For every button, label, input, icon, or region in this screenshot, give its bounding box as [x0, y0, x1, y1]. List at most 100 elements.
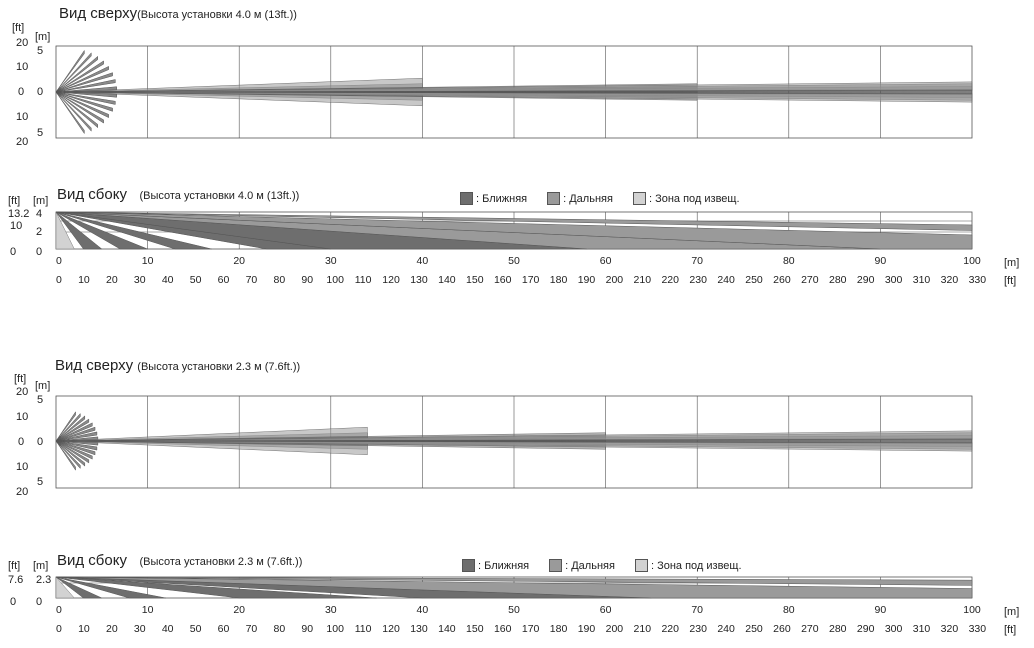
x-tick-ft: 220: [661, 274, 679, 286]
x-tick-ft: 330: [968, 274, 987, 286]
x-tick-ft: 60: [217, 274, 230, 286]
x-tick-m: 70: [691, 604, 704, 616]
x-tick-ft: 10: [78, 274, 90, 286]
top1-ft-20-top: 20: [16, 37, 29, 49]
x-tick-ft: 210: [633, 274, 652, 286]
near-beam: [55, 49, 85, 93]
side1-ft-0: 0: [10, 246, 17, 258]
near-beam: [55, 440, 81, 470]
side2-ft-7-6: 7.6: [8, 574, 24, 586]
x-tick-ft: 30: [133, 623, 146, 635]
near-beam: [55, 412, 81, 442]
top2-ft-0: 0: [18, 436, 25, 448]
x-tick-ft: 40: [161, 274, 174, 286]
far-zone: [55, 576, 973, 586]
x-tick-ft: 150: [466, 623, 484, 635]
top1-ft-10-bottom: 10: [16, 111, 29, 123]
x-tick-ft: 50: [189, 623, 202, 635]
near-zone: [55, 576, 166, 599]
side2-unit-ft: [ft]: [8, 560, 21, 572]
near-beam: [55, 91, 116, 105]
x-tick-ft: 260: [773, 623, 791, 635]
x-tick-ft: 290: [856, 274, 875, 286]
near-beam: [55, 440, 86, 467]
x-tick-ft: 230: [689, 623, 707, 635]
x-tick-ft: 170: [521, 274, 540, 286]
x-tick-ft: 80: [273, 274, 286, 286]
x-tick-ft: 50: [189, 274, 202, 286]
x-tick-ft: 180: [549, 623, 568, 635]
near-beam: [55, 60, 104, 93]
top1-m-5-top: 5: [37, 45, 44, 57]
top2-ft-20-top: 20: [16, 386, 29, 398]
x-tick-ft: 100: [326, 623, 344, 635]
x-tick-ft: 140: [438, 274, 456, 286]
near-beam: [55, 91, 113, 112]
x-tick-ft: 90: [301, 623, 314, 635]
x-tick-m: 90: [874, 604, 887, 616]
x-tick-ft: 170: [521, 623, 540, 635]
x-tick-ft: 210: [633, 623, 652, 635]
x-tick-ft: 0: [56, 623, 62, 635]
under-zone: [55, 576, 75, 599]
x-tick-m: 0: [56, 255, 62, 267]
x-tick-ft: 320: [940, 274, 959, 286]
near-beam: [55, 440, 96, 456]
top1-ft-20-bottom: 20: [16, 136, 29, 148]
side1-m-2: 2: [36, 226, 43, 238]
side2-m-2-3: 2.3: [36, 574, 52, 586]
near-zone: [55, 211, 103, 250]
far-swatch: [549, 559, 563, 572]
x-tick-m: 40: [416, 255, 429, 267]
side2-ft-0: 0: [10, 596, 17, 608]
x-tick-ft: 130: [410, 623, 428, 635]
top1-m-0: 0: [37, 86, 44, 98]
x-tick-m: 100: [963, 604, 981, 616]
near-beam: [55, 440, 93, 460]
x-tick-ft: 180: [549, 274, 568, 286]
far-zone: [55, 211, 973, 250]
near-beam: [55, 440, 76, 471]
x-tick-ft: 270: [801, 623, 819, 635]
top2-m-5-top: 5: [37, 394, 44, 406]
near-beam: [55, 422, 93, 442]
x-tick-ft: 280: [828, 623, 847, 635]
x-tick-ft: 240: [717, 623, 735, 635]
x-tick-ft: 250: [745, 623, 763, 635]
near-zone: [55, 211, 148, 250]
top1-m-10-top: 10: [16, 61, 29, 73]
x-tick-m: 30: [324, 604, 337, 616]
x-tick-ft: 90: [301, 274, 314, 286]
x-tick-m: 20: [233, 255, 246, 267]
near-beam: [55, 79, 116, 93]
x-unit-ft: [ft]: [1004, 624, 1017, 636]
x-tick-m: 30: [324, 255, 337, 267]
near-zone: [55, 576, 102, 599]
x-tick-ft: 310: [912, 274, 931, 286]
x-tick-ft: 40: [161, 623, 174, 635]
far-zone: [55, 576, 973, 599]
x-tick-ft: 120: [382, 623, 400, 635]
top2-m-10-top: 10: [16, 411, 29, 423]
near-beam: [55, 411, 76, 442]
x-tick-ft: 300: [884, 623, 903, 635]
x-tick-ft: 80: [273, 623, 286, 635]
x-tick-ft: 20: [105, 274, 118, 286]
near-beam: [55, 91, 99, 129]
side2-legend: : Ближняя : Дальняя : Зона под извещ.: [462, 559, 762, 572]
near-beam: [55, 426, 96, 442]
x-tick-m: 10: [141, 255, 154, 267]
x-tick-ft: 260: [773, 274, 791, 286]
x-tick-m: 90: [874, 255, 887, 267]
side2-unit-m: [m]: [33, 560, 49, 572]
x-tick-m: 70: [691, 255, 704, 267]
side1-ft-13-2: 13.2: [8, 208, 30, 220]
x-tick-ft: 330: [968, 623, 987, 635]
top2-unit-ft: [ft]: [14, 373, 27, 385]
x-tick-m: 50: [508, 604, 520, 616]
top1-unit-ft: [ft]: [12, 22, 25, 34]
top1-ft-0: 0: [18, 86, 25, 98]
top-view-2-title: Вид сверху (Высота установки 2.3 м (7.6f…: [55, 357, 301, 374]
x-tick-ft: 70: [245, 274, 258, 286]
top1-unit-m: [m]: [35, 31, 51, 43]
